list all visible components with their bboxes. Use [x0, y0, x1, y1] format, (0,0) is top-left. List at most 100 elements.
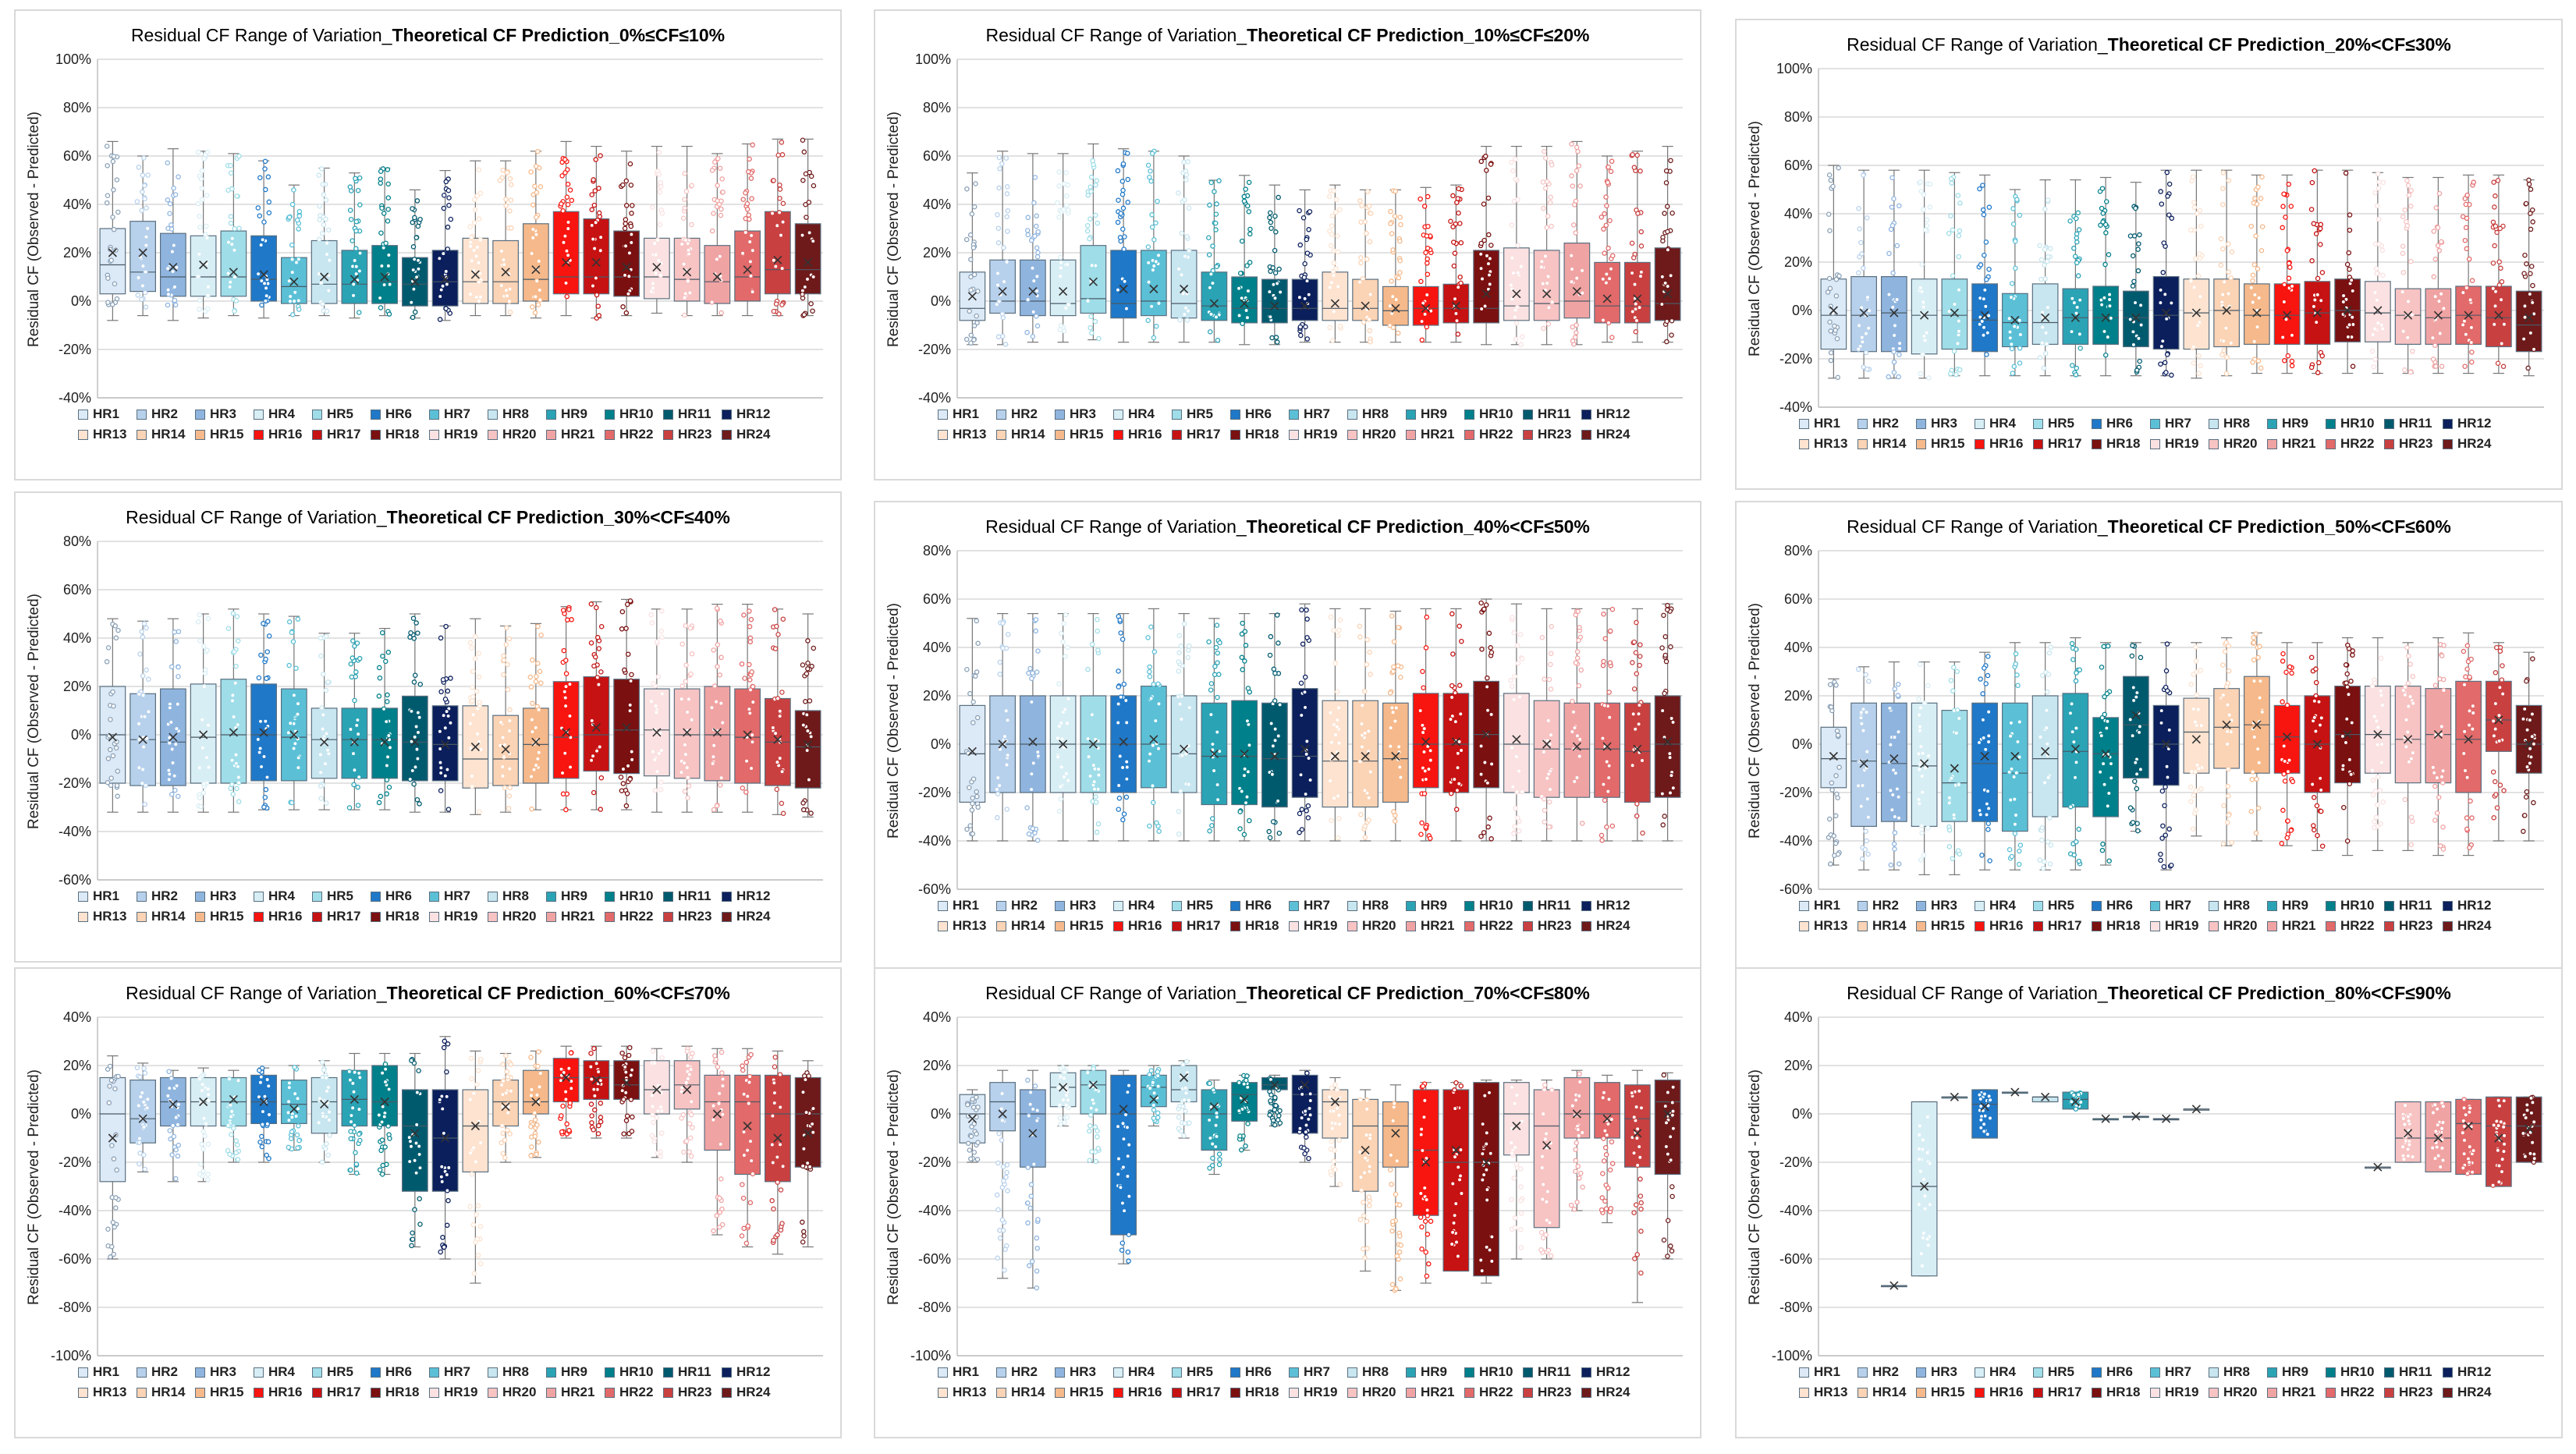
- data-point: [1418, 832, 1424, 837]
- data-point: [2108, 315, 2114, 321]
- data-point: [2131, 342, 2137, 348]
- box-iqr: [1352, 278, 1378, 321]
- data-point: [1245, 686, 1251, 691]
- data-point: [1633, 650, 1639, 655]
- data-point: [448, 216, 454, 222]
- data-point: [1241, 198, 1247, 204]
- data-point: [1513, 805, 1518, 811]
- data-point: [775, 759, 780, 765]
- data-point: [591, 789, 597, 796]
- data-point: [2077, 667, 2083, 673]
- data-point: [1663, 180, 1669, 186]
- data-point: [290, 312, 296, 317]
- y-tick-label: 20%: [63, 245, 91, 261]
- data-point: [1458, 280, 1464, 286]
- data-point: [1058, 260, 1064, 266]
- data-point: [1034, 223, 1039, 229]
- data-point: [1457, 623, 1462, 629]
- box-HR1: [959, 172, 986, 346]
- data-point: [2046, 775, 2052, 781]
- box-HR9: [341, 633, 368, 810]
- data-point: [1548, 686, 1554, 692]
- data-point: [146, 676, 151, 682]
- data-point: [997, 672, 1003, 677]
- data-point: [1125, 151, 1130, 156]
- data-point: [1001, 278, 1007, 285]
- data-point: [1570, 183, 1576, 189]
- legend-label: HR8: [502, 406, 530, 421]
- data-point: [470, 693, 476, 700]
- data-point: [503, 197, 509, 202]
- data-point: [659, 691, 665, 697]
- data-point: [472, 656, 478, 661]
- data-point: [142, 183, 147, 189]
- data-point: [1956, 287, 1962, 293]
- data-point: [2188, 278, 2194, 284]
- chart-title-bold: Theoretical CF Prediction_20%<CF≤30%: [2107, 34, 2451, 55]
- data-point: [2166, 727, 2173, 733]
- data-point: [2008, 294, 2014, 300]
- mean-marker: [259, 728, 268, 737]
- data-point: [2253, 233, 2258, 239]
- mean-marker: [2010, 315, 2020, 324]
- data-point: [1604, 824, 1609, 830]
- data-point: [504, 625, 509, 631]
- data-point: [658, 272, 664, 278]
- data-point: [1390, 709, 1396, 715]
- legend-swatch: [938, 920, 948, 931]
- legend-label: HR14: [1011, 918, 1045, 933]
- data-point: [1029, 771, 1034, 777]
- data-point: [997, 165, 1002, 172]
- data-point: [1483, 602, 1489, 608]
- data-point: [1088, 184, 1094, 190]
- legend-item-HR6: HR6: [371, 406, 429, 422]
- data-point: [500, 735, 506, 740]
- data-point: [1449, 611, 1455, 617]
- data-point: [563, 658, 569, 663]
- data-point: [2045, 197, 2051, 203]
- data-point: [384, 763, 390, 768]
- box-HR12: [2152, 169, 2180, 378]
- data-point: [2430, 335, 2436, 341]
- data-point: [232, 225, 238, 232]
- data-point: [1276, 194, 1281, 200]
- data-point: [1836, 165, 1841, 171]
- data-point: [1397, 270, 1403, 275]
- data-point: [743, 229, 748, 236]
- legend-label: HR11: [1538, 898, 1571, 913]
- data-point: [995, 814, 1000, 821]
- data-point: [235, 638, 241, 644]
- data-point: [2042, 350, 2049, 356]
- data-point: [417, 715, 422, 720]
- data-point: [1827, 682, 1833, 687]
- legend-swatch: [195, 911, 205, 922]
- box-HR12: [431, 623, 459, 813]
- data-point: [1025, 296, 1031, 303]
- data-point: [1978, 262, 1984, 268]
- data-point: [1065, 644, 1070, 651]
- data-point: [1332, 732, 1339, 738]
- data-point: [1889, 807, 1895, 813]
- data-point: [567, 681, 573, 687]
- data-point: [559, 173, 565, 179]
- data-point: [320, 726, 325, 732]
- data-point: [1580, 821, 1585, 826]
- data-point: [747, 687, 754, 693]
- data-point: [296, 298, 302, 303]
- data-point: [2308, 364, 2315, 371]
- legend-item-HR16: HR16: [1113, 918, 1172, 934]
- data-point: [800, 800, 806, 806]
- data-point: [197, 225, 203, 230]
- data-point: [1390, 668, 1396, 675]
- legend-swatch: [996, 429, 1006, 440]
- box-HR6: [1110, 613, 1137, 842]
- data-point: [1094, 178, 1099, 183]
- data-point: [115, 793, 120, 800]
- data-point: [263, 718, 268, 724]
- data-point: [1577, 183, 1583, 189]
- data-point: [778, 232, 784, 238]
- data-point: [469, 773, 475, 779]
- data-point: [1513, 307, 1518, 313]
- data-point: [197, 612, 203, 618]
- data-point: [1240, 321, 1245, 326]
